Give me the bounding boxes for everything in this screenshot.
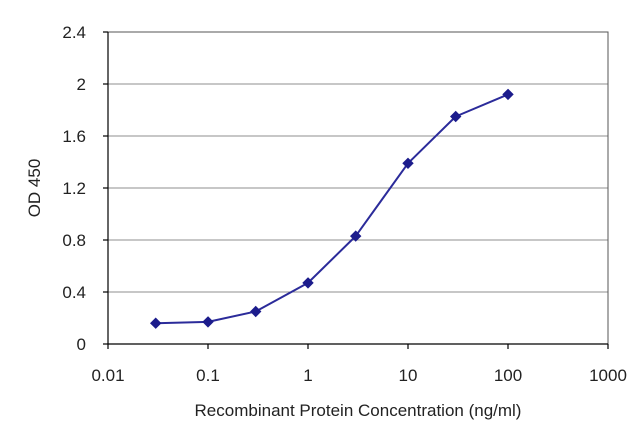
y-tick-label: 1.2 bbox=[62, 179, 86, 198]
data-point bbox=[302, 277, 314, 289]
gridlines bbox=[108, 31, 608, 293]
x-axis-title: Recombinant Protein Concentration (ng/ml… bbox=[195, 401, 522, 420]
data-point bbox=[350, 230, 362, 242]
x-tick-label: 0.01 bbox=[91, 366, 124, 385]
y-tick-label: 2.4 bbox=[62, 23, 86, 42]
y-tick-label: 0.8 bbox=[62, 231, 86, 250]
axes bbox=[103, 31, 609, 349]
x-tick-label: 1000 bbox=[589, 366, 627, 385]
data-point bbox=[402, 157, 414, 170]
x-tick-labels: 0.01 0.1 1 10 100 1000 bbox=[91, 366, 626, 385]
y-tick-label: 2 bbox=[77, 75, 86, 94]
data-point bbox=[502, 88, 514, 101]
data-point bbox=[202, 316, 214, 328]
y-axis-title: OD 450 bbox=[25, 159, 44, 218]
series-layer bbox=[150, 88, 514, 329]
data-point bbox=[250, 305, 262, 318]
y-tick-label: 1.6 bbox=[62, 127, 86, 146]
y-tick-label: 0 bbox=[77, 335, 86, 354]
series-line bbox=[155, 93, 509, 325]
x-tick-label: 0.1 bbox=[196, 366, 220, 385]
x-tick-label: 10 bbox=[399, 366, 418, 385]
data-point bbox=[450, 110, 462, 123]
data-point bbox=[150, 317, 162, 329]
x-tick-label: 1 bbox=[303, 366, 312, 385]
y-tick-labels: 0 0.4 0.8 1.2 1.6 2 2.4 bbox=[62, 23, 86, 354]
x-tick-label: 100 bbox=[494, 366, 522, 385]
y-tick-label: 0.4 bbox=[62, 283, 86, 302]
